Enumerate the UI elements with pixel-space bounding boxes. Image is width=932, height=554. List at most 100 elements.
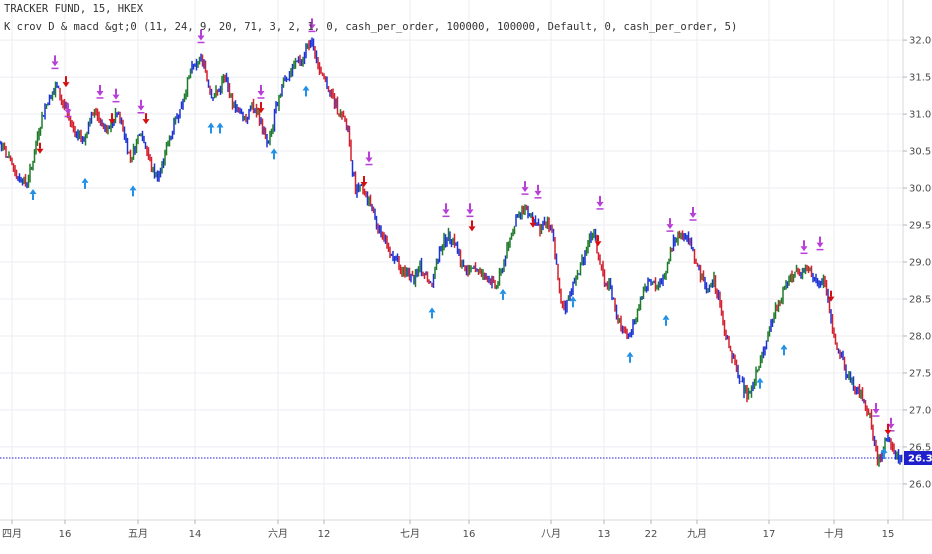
exit-signal-arrow: [521, 181, 529, 195]
price-tick-label: 29.50: [909, 221, 932, 232]
buy-signal-arrow: [499, 288, 507, 300]
price-tick-label: 28.50: [909, 294, 932, 305]
time-tick-label: 六月: [268, 528, 288, 540]
exit-arrow-head: [534, 190, 542, 196]
time-axis[interactable]: 四月 16 五月 14 六月 12 七月 16 八月 13 22 九月 17 十月 15: [0, 519, 932, 550]
buy-arrow-head: [270, 148, 278, 154]
buy-arrow-head: [216, 122, 224, 128]
price-tick-label: 26.00: [909, 479, 932, 490]
exit-arrow-head: [666, 224, 674, 230]
sell-signal-arrow: [360, 176, 368, 188]
exit-signal-arrow: [666, 218, 674, 232]
sell-arrow-head: [257, 108, 265, 114]
time-tick-label: 17: [763, 529, 776, 540]
sell-arrow-head: [884, 429, 892, 435]
sell-arrow-head: [594, 241, 602, 247]
buy-arrow-head: [756, 377, 764, 383]
buy-signal-arrow: [29, 189, 37, 201]
exit-arrow-head: [257, 90, 265, 96]
exit-signal-arrow: [466, 203, 474, 218]
buy-arrow-head: [302, 85, 310, 91]
exit-arrow-head: [308, 24, 316, 30]
buy-signal-arrow: [216, 122, 224, 134]
buy-signal-arrow: [880, 447, 888, 459]
exit-signal-arrow: [96, 84, 104, 99]
buy-arrow-head: [780, 344, 788, 350]
buy-arrow-head: [428, 307, 436, 313]
sell-arrow-head: [36, 148, 44, 154]
grid-lines: [0, 0, 903, 520]
time-tick-label: 十月: [824, 527, 844, 540]
price-axis[interactable]: 26.00 26.50 27.00 27.50 28.00 28.50 29.00 29.50…: [902, 0, 932, 520]
exit-signal-arrow: [112, 88, 120, 103]
sell-arrow-head: [468, 226, 476, 232]
buy-arrow-head: [499, 288, 507, 294]
exit-signal-arrow: [365, 151, 373, 166]
price-tick-label: 28.00: [909, 331, 932, 342]
exit-arrow-head: [596, 201, 604, 207]
sell-arrow-head: [360, 182, 368, 188]
sell-signal-arrow: [529, 216, 537, 228]
price-axis-background: [903, 0, 932, 520]
buy-signal-arrow: [270, 148, 278, 160]
time-tick-label: 五月: [128, 528, 148, 540]
price-tick-label: 29.00: [909, 258, 932, 269]
strategy-legend[interactable]: K crov D & macd &gt;0 (11, 24, 9, 20, 71…: [4, 21, 738, 33]
sell-arrow-head: [62, 82, 70, 88]
time-tick-label: 16: [463, 529, 476, 540]
buy-arrow-head: [81, 177, 89, 183]
exit-signal-arrow: [800, 240, 808, 255]
price-tick-label: 30.50: [909, 147, 932, 158]
buy-signal-arrow: [302, 85, 310, 97]
buy-signal-arrow: [662, 314, 670, 326]
exit-arrow-head: [137, 105, 145, 111]
sell-signal-arrow: [257, 102, 265, 114]
buy-signal-arrow: [569, 296, 577, 308]
exit-arrow-head: [197, 35, 205, 41]
price-bars: [0, 37, 907, 468]
buy-signal-arrow: [428, 307, 436, 319]
exit-arrow-head: [466, 209, 474, 215]
exit-arrow-head: [51, 61, 59, 67]
sell-signal-arrow: [594, 235, 602, 247]
buy-signal-arrow: [129, 185, 137, 197]
buy-arrow-head: [569, 296, 577, 302]
sell-arrow-head: [142, 119, 150, 125]
exit-signal-arrow: [197, 29, 205, 44]
exit-signal-arrow: [257, 84, 265, 99]
exit-signal-arrow: [64, 103, 72, 118]
time-tick-label: 12: [318, 529, 331, 540]
sell-signal-arrow: [827, 290, 835, 302]
trade-signals: [29, 18, 895, 459]
time-tick-label: 七月: [400, 528, 420, 540]
exit-arrow-head: [365, 157, 373, 163]
buy-arrow-head: [207, 122, 215, 128]
exit-arrow-head: [442, 209, 450, 215]
price-tick-label: 32.00: [909, 36, 932, 47]
time-tick-label: 四月: [2, 528, 22, 540]
exit-signal-arrow: [816, 236, 824, 251]
buy-arrow-head: [880, 447, 888, 453]
exit-signal-arrow: [137, 99, 145, 114]
sell-signal-arrow: [884, 423, 892, 435]
sell-signal-arrow: [62, 76, 70, 88]
last-price-tag-label: 26.35: [908, 454, 932, 465]
exit-arrow-head: [800, 246, 808, 252]
exit-signal-arrow: [596, 195, 604, 210]
exit-signal-arrow: [872, 403, 880, 417]
time-axis-background: [0, 520, 932, 550]
last-price-tag: [904, 451, 932, 466]
price-tick-label: 30.00: [909, 184, 932, 195]
time-tick-label: 16: [59, 529, 72, 540]
buy-arrow-head: [29, 189, 37, 195]
exit-arrow-head: [96, 90, 104, 96]
sell-arrow-head: [108, 119, 116, 125]
price-tick-label: 26.50: [909, 442, 932, 453]
time-tick-label: 15: [882, 529, 895, 540]
exit-arrow-head: [887, 423, 895, 429]
exit-signal-arrow: [51, 55, 59, 70]
exit-arrow-head: [816, 242, 824, 248]
symbol-legend[interactable]: TRACKER FUND, 15, HKEX: [4, 3, 144, 15]
